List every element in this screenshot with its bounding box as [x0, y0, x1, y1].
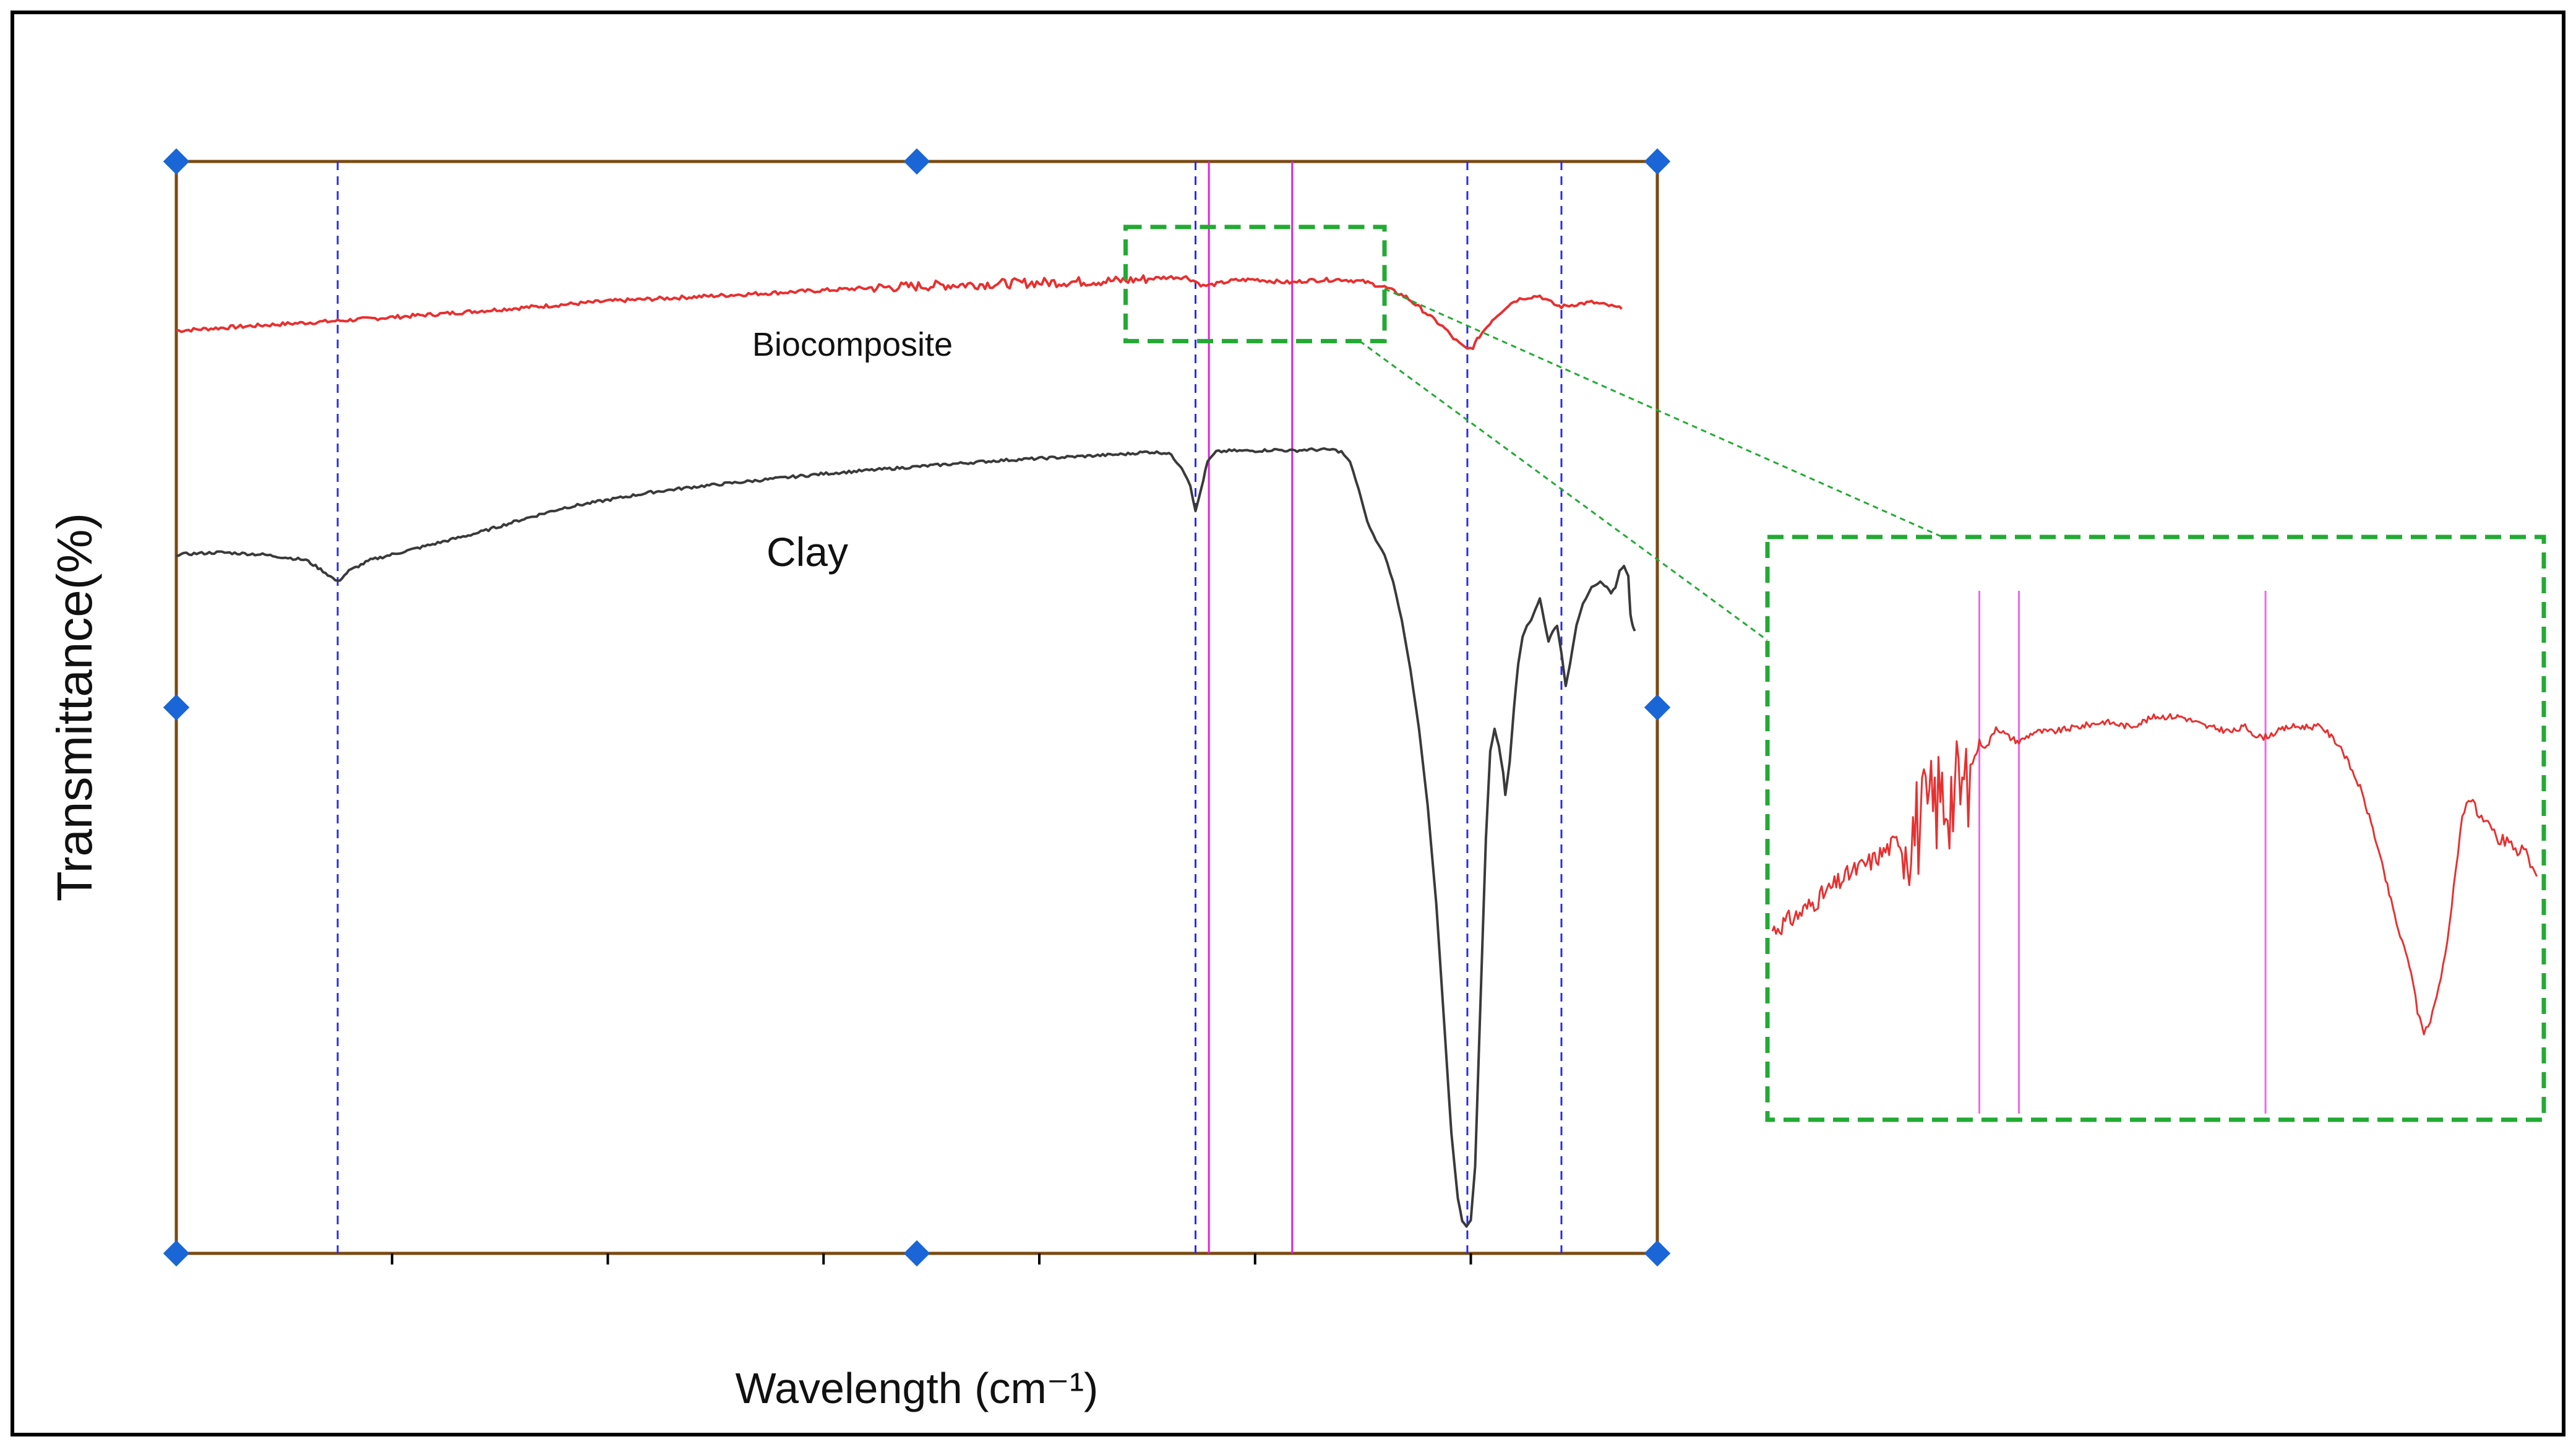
resize-handle	[903, 1240, 930, 1267]
resize-handle	[163, 1240, 190, 1267]
series-line-clay	[176, 447, 1636, 1228]
resize-handle	[903, 148, 930, 175]
series-label-clay: Clay	[766, 529, 848, 575]
resize-handle	[1644, 1240, 1671, 1267]
inset-frame	[1765, 535, 2546, 1122]
resize-handle	[163, 148, 190, 175]
main-series-group	[176, 274, 1636, 1228]
zoom-region-box	[1123, 225, 1387, 343]
series-line-biocomposite	[176, 274, 1623, 350]
series-label-biocomposite: Biocomposite	[752, 326, 953, 363]
resize-handle	[1644, 694, 1671, 721]
inset-series-line	[1771, 713, 2538, 1036]
main-reference-lines	[337, 161, 1563, 1253]
zoom-annotation	[1123, 225, 1943, 642]
resize-handle	[163, 694, 190, 721]
zoom-connector-bottom	[1359, 340, 1768, 642]
x-axis-title: Wavelength (cm⁻¹)	[736, 1364, 1099, 1412]
inset-panel	[1765, 535, 2546, 1122]
y-axis-title: Transmittance(%)	[47, 513, 102, 901]
zoom-connector-top	[1384, 288, 1943, 538]
